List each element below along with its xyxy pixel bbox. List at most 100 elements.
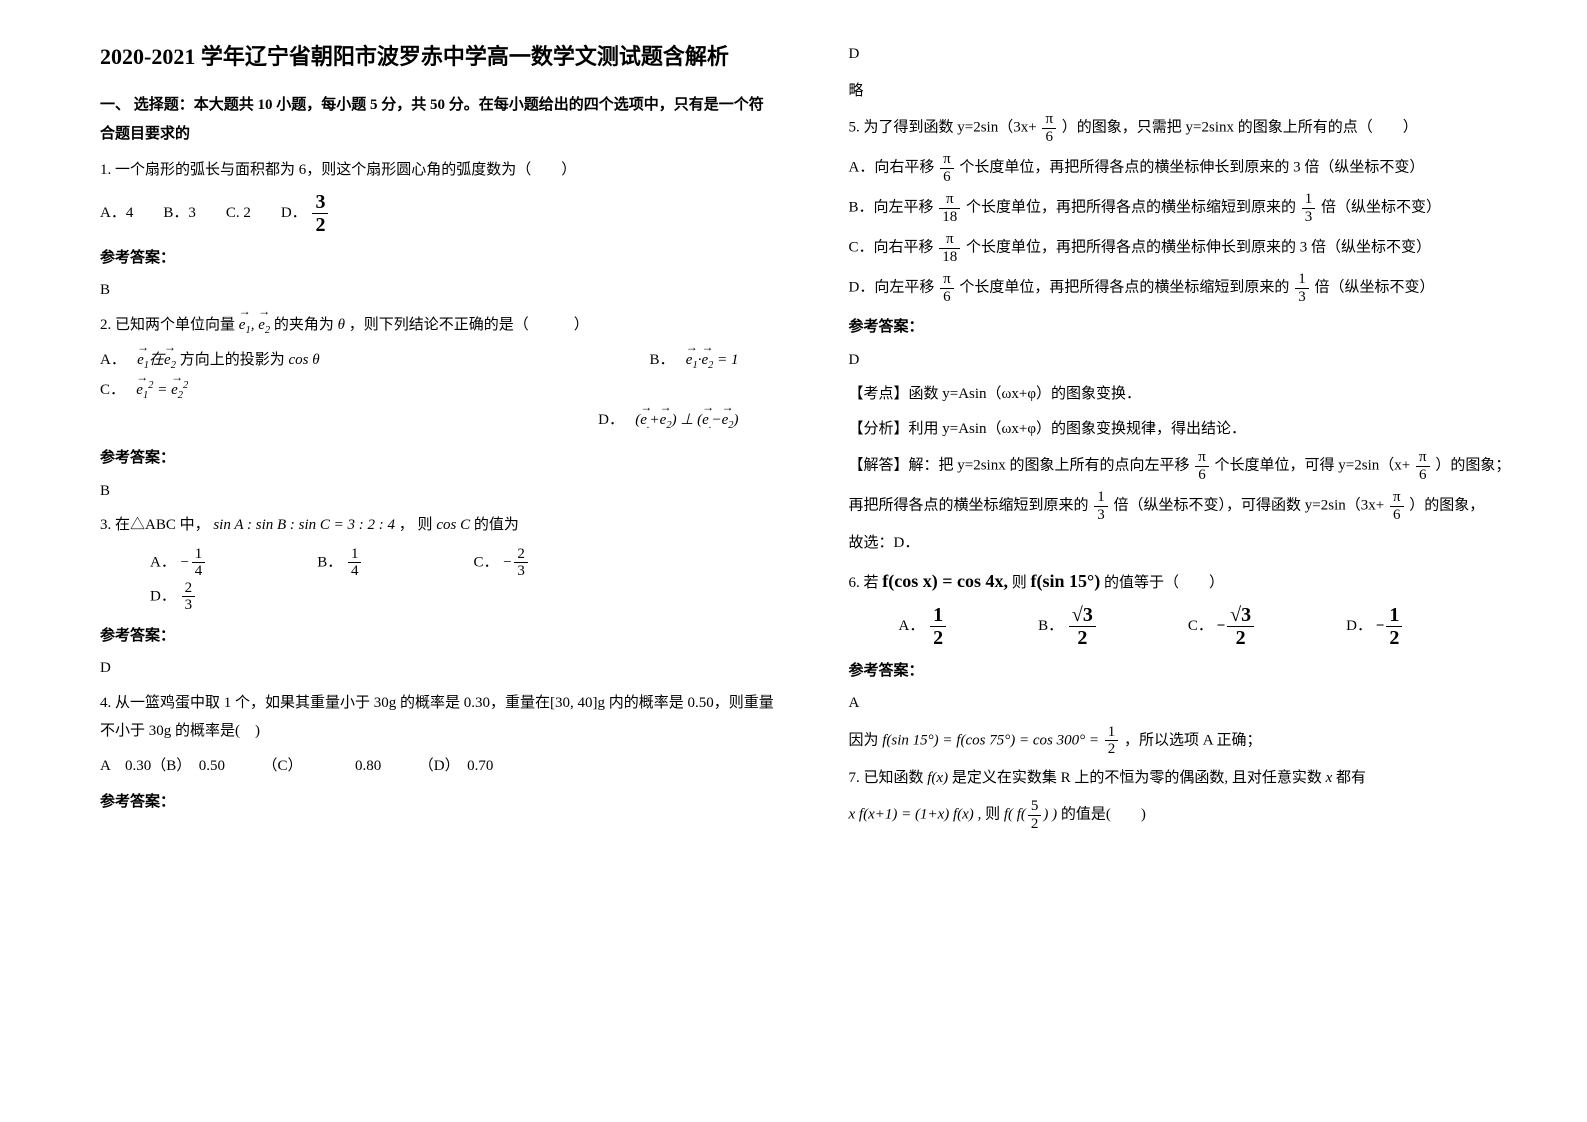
q2-opt-D: D． (e.+e2) ⊥ (e.−e2)	[100, 406, 779, 436]
q6-mid: 则	[1012, 575, 1027, 591]
frac-1-4a: 14	[192, 546, 206, 580]
q1-text: 1. 一个扇形的弧长与面积都为 6，则这个扇形圆心角的弧度数为（ ）	[100, 156, 779, 185]
q3-row2: D． 23	[150, 580, 779, 614]
q7-pre: 7. 已知函数	[849, 770, 924, 786]
frac-2-3c: 23	[514, 546, 528, 580]
frac-1-3b: 13	[1295, 271, 1309, 305]
q6-reason-post: ，所以选项 A 正确；	[1124, 732, 1262, 748]
frac-pi-6f: π6	[1390, 489, 1404, 523]
q2-D-math: (e.+e2) ⊥ (e.−e2)	[635, 412, 738, 428]
q7-l2-mid: , 则	[978, 807, 1001, 823]
q1-options: A．4 B．3 C. 2 D． 32	[100, 191, 779, 236]
q5-B: B．向左平移 π18 个长度单位，再把所得各点的横坐标缩短到原来的 13 倍（纵…	[849, 191, 1528, 225]
frac-5-2: 52	[1028, 798, 1042, 832]
q3-D: D． 23	[150, 580, 197, 614]
q3-end: 的值为	[474, 517, 519, 533]
q4-extra: 略	[849, 77, 1528, 106]
q4-text: 4. 从一篮鸡蛋中取 1 个，如果其重量小于 30g 的概率是 0.30，重量在…	[100, 689, 779, 746]
q5-D-pre: D．向左平移	[849, 279, 935, 295]
q3-B-label: B．	[317, 554, 342, 570]
q3-B: B． 14	[317, 546, 363, 580]
q2-A-mid: 方向上的投影为	[180, 352, 285, 368]
q5-fx: 【分析】利用 y=Asin（ωx+φ）的图象变换规律，得出结论．	[849, 415, 1528, 444]
q6-answer: A	[849, 689, 1528, 718]
frac-1-2a: 12	[930, 604, 946, 649]
frac-r3-2b: √32	[1227, 604, 1254, 649]
q5-D-post: 个长度单位，再把所得各点的横坐标缩短到原来的	[959, 279, 1289, 295]
q7-ff: f( f(	[1004, 807, 1026, 823]
q2-pre: 2. 已知两个单位向量	[100, 317, 235, 333]
q5-D-end: 倍（纵坐标不变）	[1314, 279, 1434, 295]
frac-pi-6e: π6	[1416, 449, 1430, 483]
theta: θ	[338, 317, 345, 333]
frac-pi-6c: π6	[940, 271, 954, 305]
q6-D-label: D．	[1346, 618, 1372, 634]
q7-l2-end: 的值是( )	[1061, 807, 1146, 823]
q6-eq2: f(sin 15°)	[1031, 571, 1101, 591]
q6-opts: A． 12 B． √32 C． −√32 D． −12	[899, 604, 1528, 649]
q2-mid: 的夹角为	[274, 317, 334, 333]
q5-jd1-mid: 个长度单位，可得 y=2sin（x+	[1215, 457, 1411, 473]
q3-text: 3. 在△ABC 中， sin A : sin B : sin C = 3 : …	[100, 511, 779, 540]
q5-A-pre: A．向右平移	[849, 159, 935, 175]
q5-answer: D	[849, 346, 1528, 375]
answer-label-4: 参考答案：	[100, 788, 779, 817]
q5-jd3: 故选：D．	[849, 529, 1528, 558]
frac-pi-6b: π6	[940, 151, 954, 185]
q3-pre: 3. 在△ABC 中，	[100, 517, 210, 533]
frac-3-2: 32	[312, 191, 328, 236]
vec-e1e2: e1, e2	[239, 317, 270, 333]
q6-D: D． −12	[1346, 604, 1404, 649]
right-column: D 略 5. 为了得到函数 y=2sin（3x+ π6 ）的图象，只需把 y=2…	[849, 40, 1528, 838]
q6-A-label: A．	[899, 618, 925, 634]
frac-r3-2a: √32	[1069, 604, 1096, 649]
answer-label: 参考答案：	[100, 244, 779, 273]
answer-label-5: 参考答案：	[849, 313, 1528, 342]
frac-2-3d: 23	[182, 580, 196, 614]
q5-jd2-mid: 倍（纵坐标不变），可得函数 y=2sin（3x+	[1114, 497, 1385, 513]
frac-pi-18b: π18	[939, 231, 960, 265]
cos-theta: cos θ	[288, 352, 319, 368]
q2-C-math: e12 = e22	[136, 382, 188, 398]
q5-B-pre: B．向左平移	[849, 199, 934, 215]
q5-B-post: 个长度单位，再把所得各点的横坐标缩短到原来的	[966, 199, 1296, 215]
q2-C-label: C．	[100, 382, 133, 398]
q6-C: C． −√32	[1188, 604, 1256, 649]
q4-answer: D	[849, 40, 1528, 69]
q6-B: B． √32	[1038, 604, 1098, 649]
q2-text: 2. 已知两个单位向量 e1, e2 的夹角为 θ ，则下列结论不正确的是（ ）	[100, 311, 779, 341]
q5-C: C．向右平移 π18 个长度单位，再把所得各点的横坐标伸长到原来的 3 倍（纵坐…	[849, 231, 1528, 265]
q6-B-label: B．	[1038, 618, 1063, 634]
answer-label-3: 参考答案：	[100, 622, 779, 651]
q5-kd: 【考点】函数 y=Asin（ωx+φ）的图象变换．	[849, 380, 1528, 409]
q3-ratio: sin A : sin B : sin C = 3 : 2 : 4	[213, 517, 395, 533]
q2-opt-B: B． e1·e2 = 1	[650, 346, 739, 376]
q2-answer: B	[100, 477, 779, 506]
q6-eq1: f(cos x) = cos 4x,	[882, 571, 1008, 591]
q3-A: A． −14	[150, 546, 207, 580]
q6-reason-pre: 因为	[849, 732, 879, 748]
q2-A-pre: A．	[100, 352, 133, 368]
frac-pi-18a: π18	[939, 191, 960, 225]
title: 2020-2021 学年辽宁省朝阳市波罗赤中学高一数学文测试题含解析	[100, 40, 779, 73]
q6-text: 6. 若 f(cos x) = cos 4x, 则 f(sin 15°) 的值等…	[849, 564, 1528, 598]
q5-D: D．向左平移 π6 个长度单位，再把所得各点的横坐标缩短到原来的 13 倍（纵坐…	[849, 271, 1528, 305]
frac-1-2b: 12	[1386, 604, 1402, 649]
frac-1-3a: 13	[1302, 191, 1316, 225]
q7-text: 7. 已知函数 f(x) 是定义在实数集 R 上的不恒为零的偶函数, 且对任意实…	[849, 764, 1528, 793]
q3-mid: ， 则	[399, 517, 433, 533]
q5-pre: 5. 为了得到函数 y=2sin（3x+	[849, 119, 1037, 135]
answer-label-6: 参考答案：	[849, 657, 1528, 686]
q5-jd2-pre: 再把所得各点的横坐标缩短到原来的	[849, 497, 1089, 513]
q4-opts: A 0.30（B） 0.50 （C） 0.80 （D） 0.70	[100, 752, 779, 781]
q7-mid: 是定义在实数集 R 上的不恒为零的偶函数, 且对任意实数	[952, 770, 1322, 786]
q6-A: A． 12	[899, 604, 949, 649]
q6-end: 的值等于（ ）	[1104, 575, 1224, 591]
answer-label-2: 参考答案：	[100, 444, 779, 473]
frac-1-3c: 13	[1094, 489, 1108, 523]
q3-row1: A． −14 B． 14 C． −23	[150, 546, 779, 580]
left-column: 2020-2021 学年辽宁省朝阳市波罗赤中学高一数学文测试题含解析 一、 选择…	[100, 40, 779, 838]
frac-pi-6a: π6	[1042, 111, 1056, 145]
q5-post: ）的图象，只需把 y=2sinx 的图象上所有的点（ ）	[1062, 119, 1418, 135]
q5-B-end: 倍（纵坐标不变）	[1321, 199, 1441, 215]
